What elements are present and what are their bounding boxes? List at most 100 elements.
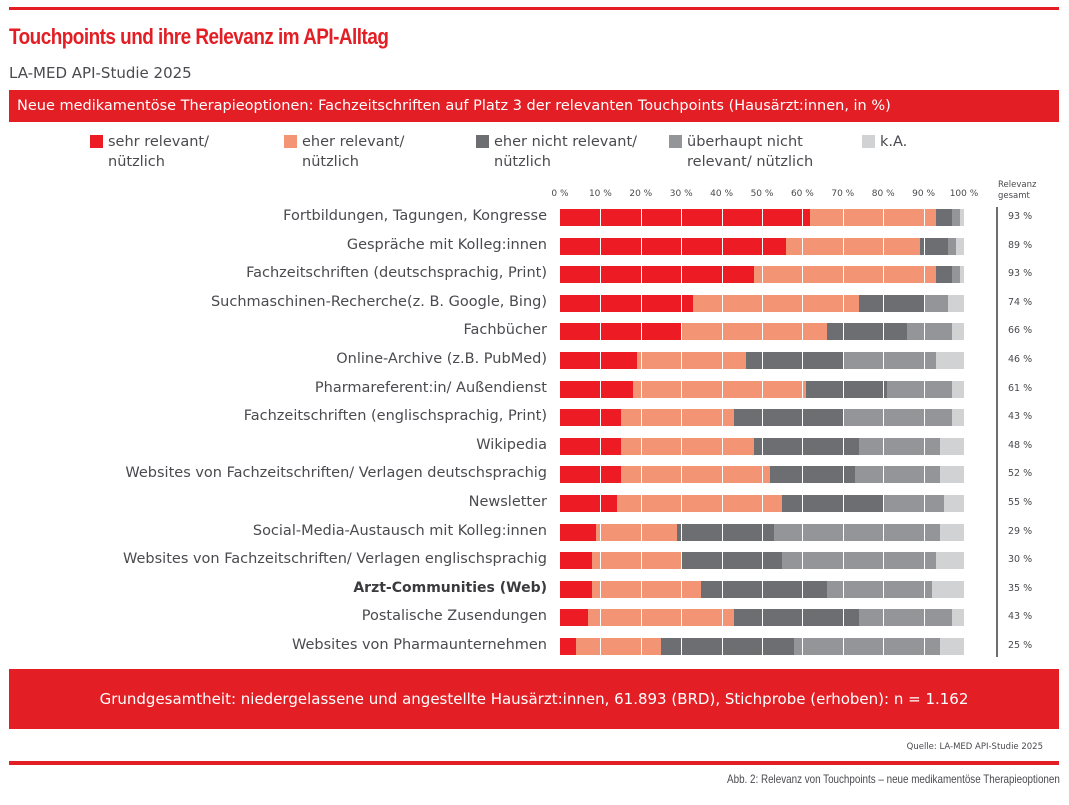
bar-segment-sehr-relevant xyxy=(560,523,597,541)
relevance-divider xyxy=(996,207,998,657)
source-note: Quelle: LA-MED API-Studie 2025 xyxy=(906,742,1043,752)
bar-segment-eher-nicht-relevant xyxy=(733,609,859,627)
gridline xyxy=(762,294,763,312)
bar-segment-ueberhaupt-nicht-relevant xyxy=(858,437,940,455)
gridline xyxy=(600,580,602,598)
stacked-bar xyxy=(560,495,964,512)
bar-segment-sehr-relevant xyxy=(560,352,637,369)
gridline xyxy=(923,209,925,226)
relevance-total-value: 52 % xyxy=(1008,468,1033,480)
gridline xyxy=(762,237,763,255)
gridline xyxy=(883,237,885,255)
gridline xyxy=(762,552,763,570)
gridline xyxy=(640,266,642,284)
gridline xyxy=(721,352,723,369)
gridline xyxy=(640,323,642,341)
gridline xyxy=(923,638,925,655)
gridline xyxy=(600,638,602,655)
gridline xyxy=(600,523,602,541)
bar-segment-sehr-relevant xyxy=(560,323,682,341)
bar-segment-eher-nicht-relevant xyxy=(935,266,952,284)
gridline xyxy=(842,552,844,570)
bar-segment-eher-nicht-relevant xyxy=(770,466,855,484)
gridline xyxy=(681,523,683,541)
legend-label: nützlich xyxy=(302,154,359,170)
bar-segment-eher-relevant xyxy=(576,638,661,655)
gridline xyxy=(640,437,642,455)
gridline xyxy=(883,466,885,484)
gridline xyxy=(762,437,763,455)
bar-segment-eher-nicht-relevant xyxy=(919,237,948,255)
gridline xyxy=(762,323,763,341)
gridline xyxy=(600,209,602,226)
bar-segment-ueberhaupt-nicht-relevant xyxy=(854,466,940,484)
gridline xyxy=(640,352,642,369)
gridline xyxy=(883,580,885,598)
category-label: Suchmaschinen-Recherche(z. B. Google, Bi… xyxy=(210,293,547,310)
bar-segment-eher-relevant xyxy=(620,466,771,484)
gridline xyxy=(883,352,885,369)
gridline xyxy=(762,580,763,598)
gridline xyxy=(762,638,763,655)
relevance-total-value: 66 % xyxy=(1008,325,1033,337)
bar-segment-ueberhaupt-nicht-relevant xyxy=(774,523,940,541)
gridline xyxy=(721,323,723,341)
gridline xyxy=(883,323,885,341)
stacked-bar xyxy=(560,466,964,484)
bar-segment-ka xyxy=(959,266,964,284)
bar-segment-ka xyxy=(939,638,964,655)
stacked-bar xyxy=(560,409,964,427)
bar-segment-eher-relevant xyxy=(588,609,734,627)
stacked-bar xyxy=(560,609,964,627)
legend-label: überhaupt nicht xyxy=(687,134,803,150)
bar-segment-ka xyxy=(951,609,964,627)
category-label: Wikipedia xyxy=(476,436,547,453)
bar-segment-ueberhaupt-nicht-relevant xyxy=(842,409,952,427)
stacked-bar xyxy=(560,638,964,655)
bar-segment-ueberhaupt-nicht-relevant xyxy=(782,552,936,570)
gridline xyxy=(640,380,642,398)
gridline xyxy=(681,323,683,341)
gridline xyxy=(842,523,844,541)
gridline xyxy=(883,266,885,284)
gridline xyxy=(802,237,804,255)
relevance-header-line: gesamt xyxy=(998,191,1030,201)
chart-legend: sehr relevant/nützlich eher relevant/nüt… xyxy=(0,132,1069,176)
bar-segment-sehr-relevant xyxy=(560,609,589,627)
gridline xyxy=(883,523,885,541)
gridline xyxy=(923,266,925,284)
gridline xyxy=(923,437,925,455)
gridline xyxy=(640,466,642,484)
relevance-column-header: Relevanz gesamt xyxy=(998,180,1036,202)
bar-segment-eher-relevant xyxy=(753,266,936,284)
gridline xyxy=(681,266,683,284)
gridline xyxy=(883,552,885,570)
bar-segment-eher-relevant xyxy=(636,352,746,369)
bar-segment-eher-nicht-relevant xyxy=(677,523,775,541)
gridline xyxy=(721,437,723,455)
gridline xyxy=(883,437,885,455)
figure-caption: Abb. 2: Relevanz von Touchpoints – neue … xyxy=(727,772,1060,786)
gridline xyxy=(842,237,844,255)
gridline xyxy=(762,209,763,226)
gridline xyxy=(802,409,804,427)
category-label: Websites von Fachzeitschriften/ Verlagen… xyxy=(125,465,547,482)
gridline xyxy=(721,495,723,512)
bar-segment-ka xyxy=(935,352,964,369)
gridline xyxy=(762,495,763,512)
category-label: Social-Media-Austausch mit Kolleg:innen xyxy=(252,522,547,539)
bar-segment-ka xyxy=(935,552,964,570)
gridline xyxy=(883,495,885,512)
gridline xyxy=(681,495,683,512)
gridline xyxy=(842,609,844,627)
gridline xyxy=(923,323,925,341)
stacked-bar xyxy=(560,237,964,255)
x-tick-label: 10 % xyxy=(588,189,612,199)
gridline xyxy=(600,495,602,512)
relevance-total-value: 89 % xyxy=(1008,239,1033,251)
x-tick-label: 20 % xyxy=(629,189,653,199)
bar-segment-eher-relevant xyxy=(592,580,702,598)
relevance-total-value: 43 % xyxy=(1008,411,1033,423)
gridline xyxy=(640,609,642,627)
gridline xyxy=(681,294,683,312)
